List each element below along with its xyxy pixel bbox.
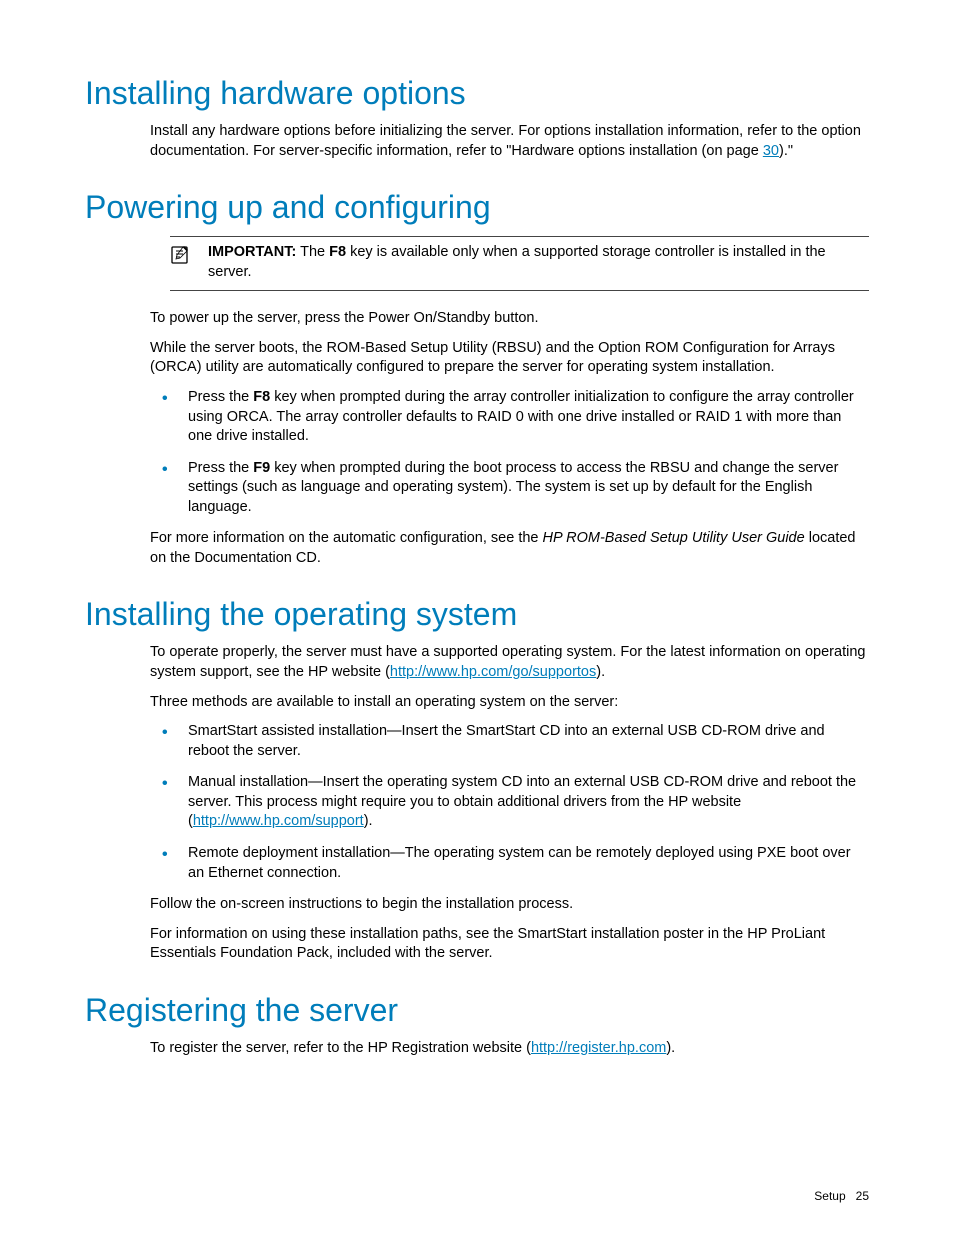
- text: Press the: [188, 389, 253, 405]
- link-register[interactable]: http://register.hp.com: [531, 1040, 666, 1056]
- para: To power up the server, press the Power …: [150, 309, 869, 329]
- list-item: Press the F9 key when prompted during th…: [150, 459, 869, 518]
- key-f9: F9: [253, 460, 270, 476]
- key-f8: F8: [329, 244, 346, 260]
- para: While the server boots, the ROM-Based Se…: [150, 339, 869, 378]
- bullet-list: SmartStart assisted installation—Insert …: [150, 722, 869, 883]
- text: ).": [779, 143, 793, 159]
- list-item: SmartStart assisted installation—Insert …: [150, 722, 869, 761]
- para: To operate properly, the server must hav…: [150, 643, 869, 682]
- text: key when prompted during the array contr…: [188, 389, 854, 444]
- heading-installing-os: Installing the operating system: [85, 596, 869, 633]
- doc-title-italic: HP ROM-Based Setup Utility User Guide: [543, 530, 805, 546]
- list-item: Press the F8 key when prompted during th…: [150, 388, 869, 447]
- para: For information on using these installat…: [150, 925, 869, 964]
- para: For more information on the automatic co…: [150, 529, 869, 568]
- text: ).: [596, 664, 605, 680]
- section-registering: Registering the server To register the s…: [85, 992, 869, 1059]
- bullet-list: Press the F8 key when prompted during th…: [150, 388, 869, 517]
- para: Three methods are available to install a…: [150, 693, 869, 713]
- text: ).: [364, 813, 373, 829]
- key-f8: F8: [253, 389, 270, 405]
- text: The: [296, 244, 329, 260]
- text: Press the: [188, 460, 253, 476]
- text: For more information on the automatic co…: [150, 530, 543, 546]
- section-installing-os: Installing the operating system To opera…: [85, 596, 869, 963]
- page-footer: Setup 25: [814, 1189, 869, 1203]
- heading-powering-up: Powering up and configuring: [85, 189, 869, 226]
- text: key when prompted during the boot proces…: [188, 460, 838, 515]
- para: Install any hardware options before init…: [150, 122, 869, 161]
- list-item: Manual installation—Insert the operating…: [150, 773, 869, 832]
- para: To register the server, refer to the HP …: [150, 1039, 869, 1059]
- link-supportos[interactable]: http://www.hp.com/go/supportos: [390, 664, 596, 680]
- body-installing-hardware: Install any hardware options before init…: [150, 122, 869, 161]
- footer-section: Setup: [814, 1189, 845, 1203]
- important-text: IMPORTANT: The F8 key is available only …: [208, 243, 869, 282]
- body-powering-up: To power up the server, press the Power …: [150, 309, 869, 568]
- page-ref-link[interactable]: 30: [763, 143, 779, 159]
- important-icon: [170, 245, 190, 265]
- list-item: Remote deployment installation—The opera…: [150, 844, 869, 883]
- text: Install any hardware options before init…: [150, 123, 861, 159]
- text: ).: [666, 1040, 675, 1056]
- important-label: IMPORTANT:: [208, 244, 296, 260]
- section-powering-up: Powering up and configuring IMPORTANT: T…: [85, 189, 869, 568]
- section-installing-hardware: Installing hardware options Install any …: [85, 75, 869, 161]
- link-support[interactable]: http://www.hp.com/support: [193, 813, 364, 829]
- heading-registering: Registering the server: [85, 992, 869, 1029]
- text: To register the server, refer to the HP …: [150, 1040, 531, 1056]
- para: Follow the on-screen instructions to beg…: [150, 895, 869, 915]
- body-installing-os: To operate properly, the server must hav…: [150, 643, 869, 963]
- important-note: IMPORTANT: The F8 key is available only …: [170, 236, 869, 291]
- footer-page: 25: [856, 1189, 869, 1203]
- heading-installing-hardware: Installing hardware options: [85, 75, 869, 112]
- body-registering: To register the server, refer to the HP …: [150, 1039, 869, 1059]
